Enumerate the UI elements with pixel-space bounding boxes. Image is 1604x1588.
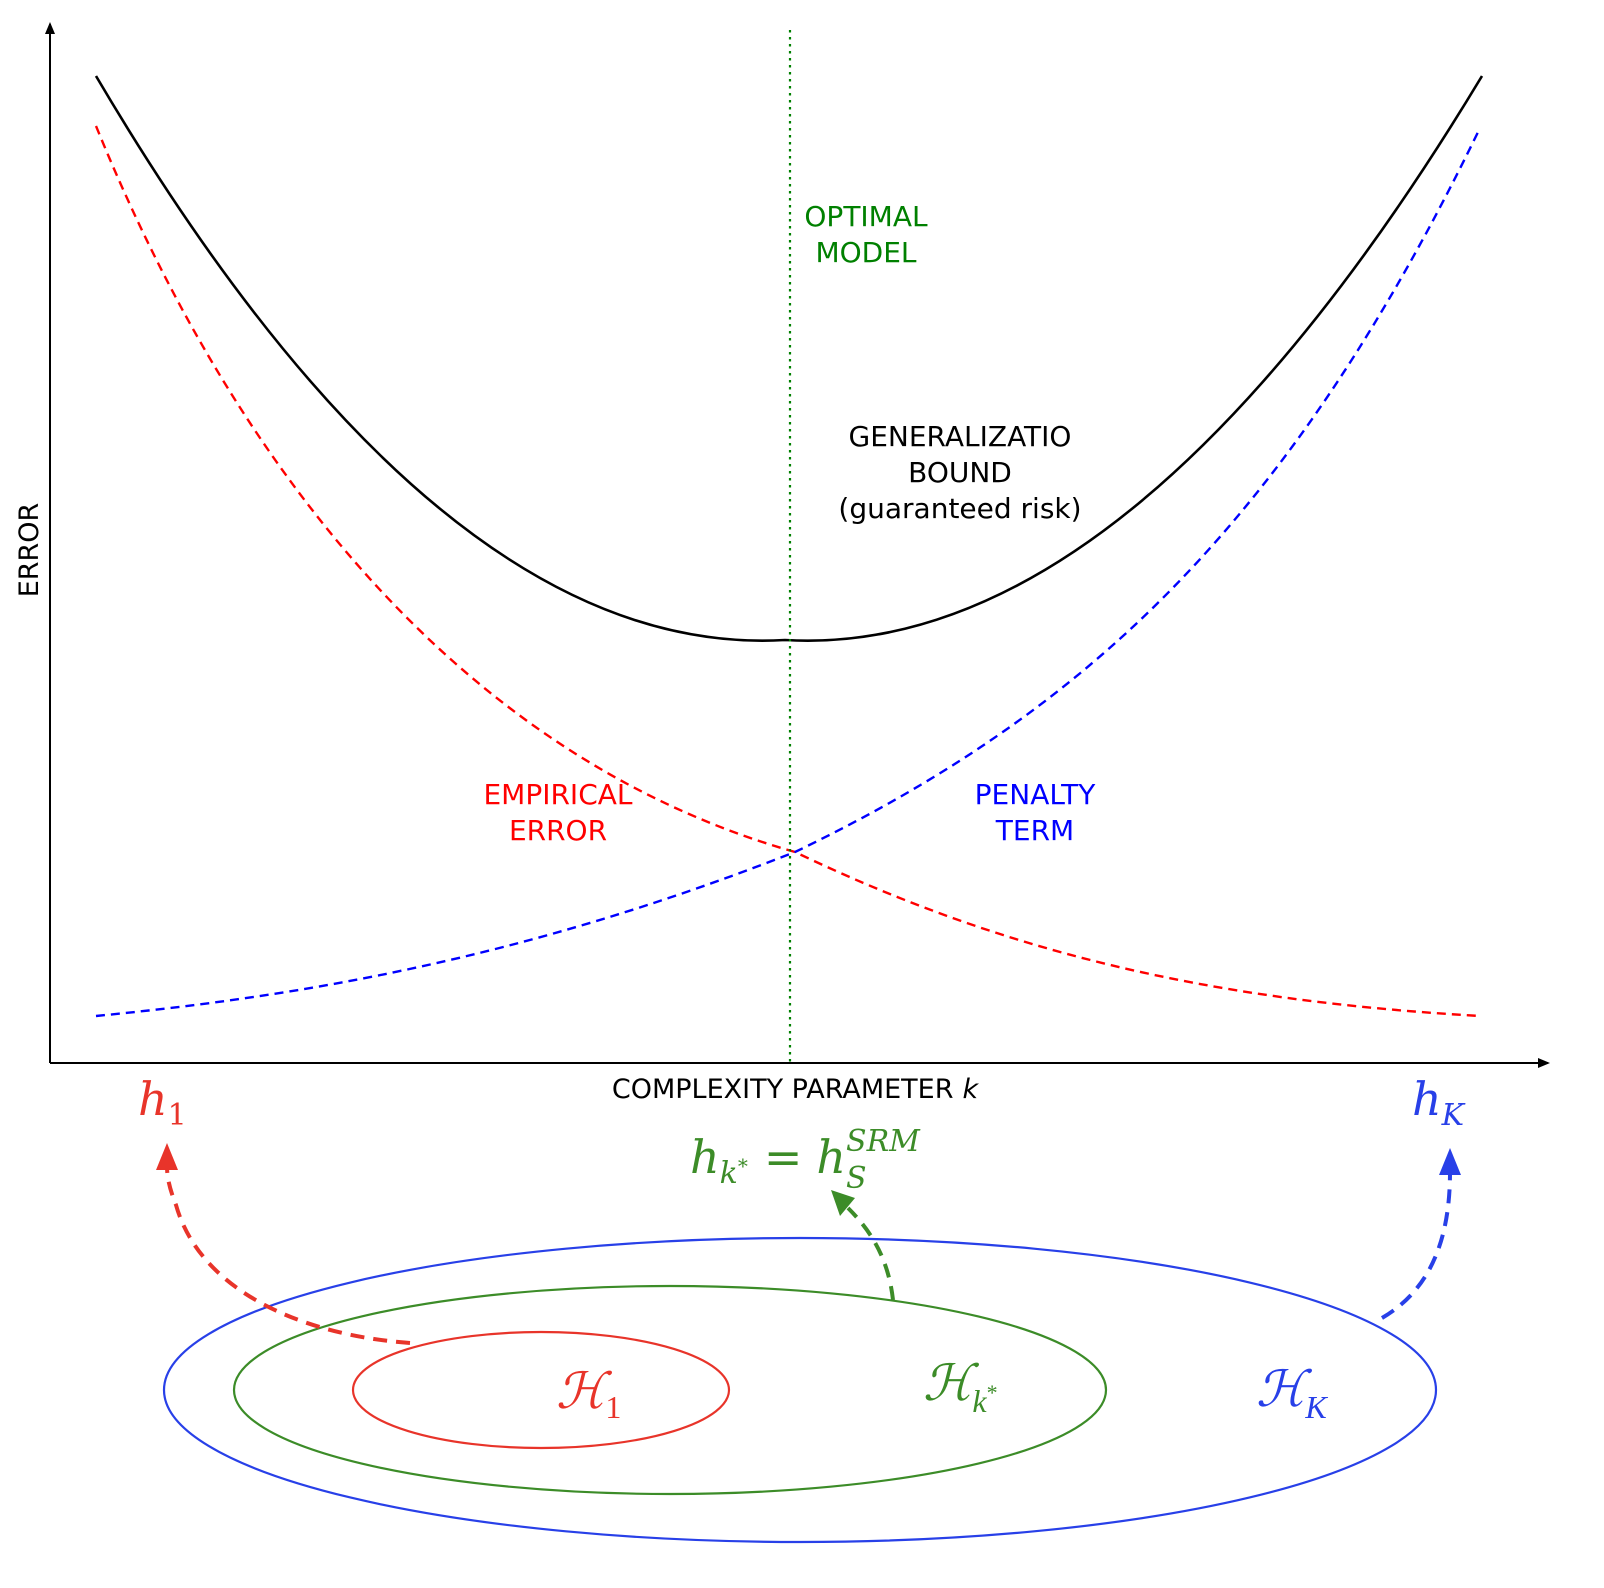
penalty-term-label-line1: PENALTY xyxy=(975,778,1097,811)
empirical-error-label-line1: EMPIRICAL xyxy=(483,778,632,811)
class-HK-label: ℋK xyxy=(1256,1361,1328,1425)
generalization-bound-curve xyxy=(94,75,1484,642)
empirical-error-label: EMPIRICAL ERROR xyxy=(483,778,632,847)
generalization-bound-label-line3: (guaranteed risk) xyxy=(838,492,1081,525)
x-axis-label-text: COMPLEXITY PARAMETER xyxy=(612,1074,954,1105)
hypothesis-h1-label: h1 xyxy=(138,1072,187,1133)
optimal-model-label-line2: MODEL xyxy=(815,236,916,269)
penalty-term-curve xyxy=(95,127,1482,1018)
class-H1-label: ℋ1 xyxy=(556,1363,621,1425)
y-axis-label: ERROR xyxy=(14,503,45,598)
x-axis-label: COMPLEXITY PARAMETER k xyxy=(612,1074,980,1105)
hypothesis-hk-star-rhs-sup: SRM xyxy=(846,1124,921,1159)
hypothesis-hK-sub: K xyxy=(1441,1098,1466,1133)
hypothesis-hk-star-rhs-sub: S xyxy=(846,1161,866,1196)
hypothesis-class-HK-ellipse xyxy=(162,1236,1438,1544)
class-Hk-star-label: ℋk* xyxy=(923,1355,998,1419)
h1-arrow-head xyxy=(156,1143,178,1170)
hK-selection-arrow xyxy=(1380,1171,1452,1320)
hk-star-arrow-head xyxy=(831,1190,855,1216)
hypothesis-hK-label: hK xyxy=(1412,1072,1466,1133)
hk-star-selection-arrow xyxy=(846,1206,895,1301)
generalization-bound-label: GENERALIZATIO BOUND (guaranteed risk) xyxy=(838,420,1081,525)
empirical-error-curve xyxy=(94,125,1481,1018)
x-axis-variable: k xyxy=(963,1074,980,1105)
class-Hk-star-sub: k xyxy=(972,1383,987,1419)
hypothesis-hk-star-base: h xyxy=(690,1130,720,1184)
axes xyxy=(45,22,1550,1068)
hK-arrow-head xyxy=(1439,1148,1461,1175)
optimal-model-label: OPTIMAL MODEL xyxy=(804,200,928,269)
class-Hk-star-base: ℋ xyxy=(923,1355,980,1411)
penalty-term-label-line2: TERM xyxy=(995,814,1074,847)
hypothesis-class-Hk-star-ellipse xyxy=(232,1284,1108,1496)
hypothesis-hK-base: h xyxy=(1412,1072,1442,1126)
empirical-error-label-line2: ERROR xyxy=(509,814,607,847)
hypothesis-hk-star-sub: k xyxy=(720,1156,738,1191)
hypothesis-hk-star-eq: = xyxy=(764,1130,803,1184)
optimal-model-label-line1: OPTIMAL xyxy=(804,200,928,233)
generalization-bound-label-line1: GENERALIZATIO xyxy=(849,420,1072,453)
hypothesis-class-H1-ellipse xyxy=(351,1330,731,1450)
hypothesis-h1-sub: 1 xyxy=(168,1098,187,1133)
hypothesis-hk-star-label: hk* = hSSRM xyxy=(690,1124,921,1196)
penalty-term-label: PENALTY TERM xyxy=(975,778,1097,847)
hypothesis-hk-star-sub-star: * xyxy=(738,1154,748,1178)
class-H1-sub: 1 xyxy=(605,1389,621,1425)
class-Hk-star-sub-star: * xyxy=(987,1380,998,1405)
class-HK-sub: K xyxy=(1304,1389,1328,1425)
class-HK-base: ℋ xyxy=(1256,1361,1313,1417)
hypothesis-hk-star-rhs-base: h xyxy=(816,1130,846,1184)
h1-selection-arrow xyxy=(165,1165,411,1345)
generalization-bound-label-line2: BOUND xyxy=(908,456,1012,489)
class-H1-base: ℋ xyxy=(556,1363,613,1419)
hypothesis-h1-base: h xyxy=(138,1072,168,1126)
